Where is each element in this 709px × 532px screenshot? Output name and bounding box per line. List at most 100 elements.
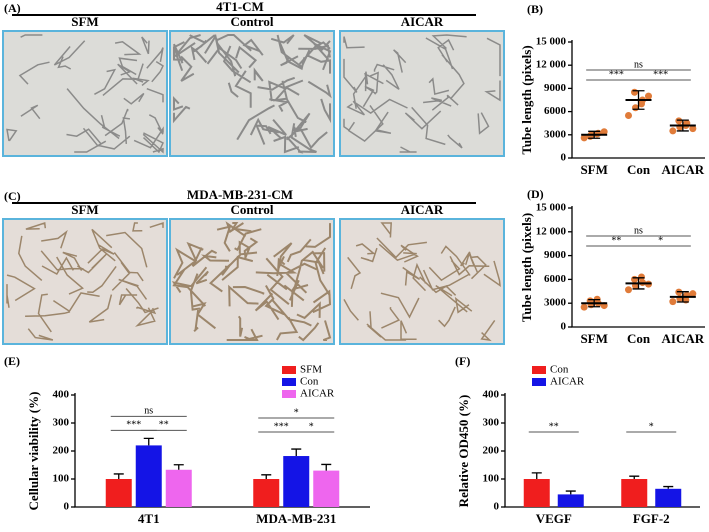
image-caption: SFM: [71, 202, 98, 217]
tube-network: [171, 221, 332, 342]
tube-network: [6, 221, 164, 341]
y-tick-label: 200: [53, 445, 70, 457]
data-point: [600, 128, 608, 136]
panel-label: (C): [4, 189, 21, 203]
x-tick-label: Con: [627, 162, 651, 177]
legend-label: SFM: [300, 364, 322, 376]
error-bar: [632, 90, 645, 110]
y-axis-title: Cellular viability (%): [26, 392, 41, 511]
y-tick-label: 100: [483, 473, 500, 485]
tube-network: [343, 222, 501, 342]
significance-label: ns: [634, 225, 643, 236]
y-tick-label: 15 000: [536, 202, 567, 214]
legend-swatch: [282, 366, 296, 374]
y-tick-label: 0: [561, 321, 567, 333]
significance-label: *: [309, 421, 314, 432]
data-point: [669, 298, 677, 306]
tube-network: [343, 34, 501, 153]
y-tick-label: 12 000: [536, 225, 567, 237]
significance-label: ***: [274, 421, 289, 432]
error-bar: [143, 437, 154, 446]
x-tick-label: AICAR: [662, 162, 705, 177]
error-bar: [663, 485, 674, 489]
y-tick-label: 9000: [544, 249, 567, 261]
significance-label: **: [549, 421, 559, 432]
image-caption: Control: [230, 202, 273, 217]
bar: [283, 456, 310, 507]
error-bar: [565, 490, 576, 495]
panel-label: (F): [455, 354, 470, 368]
image-caption: SFM: [71, 14, 98, 29]
y-tick-label: 9000: [544, 82, 567, 94]
data-point: [689, 290, 697, 298]
y-tick-label: 400: [483, 389, 500, 401]
x-tick-label: Con: [627, 331, 651, 346]
error-bar: [291, 448, 302, 457]
y-tick-label: 6000: [544, 273, 567, 285]
error-bar: [261, 474, 272, 479]
y-tick-label: 0: [64, 501, 70, 513]
significance-label: *: [294, 407, 299, 418]
data-point: [631, 275, 638, 283]
legend-label: AICAR: [300, 388, 335, 400]
y-tick-label: 300: [53, 417, 70, 429]
y-axis-title: Relative OD450 (%): [456, 395, 471, 508]
micrograph: [2, 30, 168, 157]
data-point: [625, 286, 632, 294]
bar: [253, 479, 280, 507]
x-tick-label: FGF-2: [633, 511, 670, 526]
significance-label: ***: [653, 69, 668, 80]
panel-label: (E): [4, 354, 20, 368]
tube-network: [6, 34, 164, 154]
bar: [557, 494, 584, 507]
panel-label: (B): [527, 2, 543, 16]
y-tick-label: 200: [483, 445, 500, 457]
data-point: [638, 100, 645, 108]
significance-label: *: [658, 235, 663, 246]
significance-label: *: [649, 421, 654, 432]
bar: [621, 479, 648, 507]
y-tick-label: 3000: [544, 297, 567, 309]
error-bar: [173, 464, 184, 470]
legend-swatch: [282, 378, 296, 386]
legend-swatch: [532, 366, 546, 374]
y-tick-label: 100: [53, 473, 70, 485]
y-tick-label: 300: [483, 417, 500, 429]
significance-label: **: [611, 235, 621, 246]
data-point: [638, 273, 645, 281]
data-point: [689, 125, 697, 133]
significance-label: ns: [144, 406, 153, 417]
significance-label: ***: [126, 420, 141, 431]
error-bar: [629, 475, 640, 479]
y-tick-label: 6000: [544, 105, 567, 117]
data-point: [645, 92, 652, 100]
y-axis-title: Tube length (pixels): [519, 45, 534, 154]
image-caption: AICAR: [401, 14, 444, 29]
bar: [165, 469, 192, 507]
legend-label: AICAR: [550, 376, 585, 388]
error-bar: [588, 298, 601, 308]
legend-swatch: [282, 390, 296, 398]
x-tick-label: SFM: [580, 162, 607, 177]
bar: [135, 445, 162, 507]
micrograph: [339, 30, 505, 157]
data-point: [625, 111, 632, 119]
legend-swatch: [532, 378, 546, 386]
y-tick-label: 0: [494, 501, 500, 513]
data-point: [580, 134, 588, 142]
bar: [655, 488, 682, 507]
y-tick-label: 3000: [544, 128, 567, 140]
y-tick-label: 15 000: [536, 36, 567, 48]
y-tick-label: 12 000: [536, 59, 567, 71]
image-caption: Control: [230, 14, 273, 29]
panel-title: 4T1-CM: [216, 0, 264, 14]
error-bar: [113, 473, 124, 479]
data-point: [580, 303, 588, 311]
x-tick-label: VEGF: [536, 511, 572, 526]
error-bar: [531, 472, 542, 479]
micrograph: [2, 218, 168, 345]
data-point: [675, 117, 683, 125]
error-bar: [676, 291, 689, 303]
data-point: [631, 88, 638, 96]
